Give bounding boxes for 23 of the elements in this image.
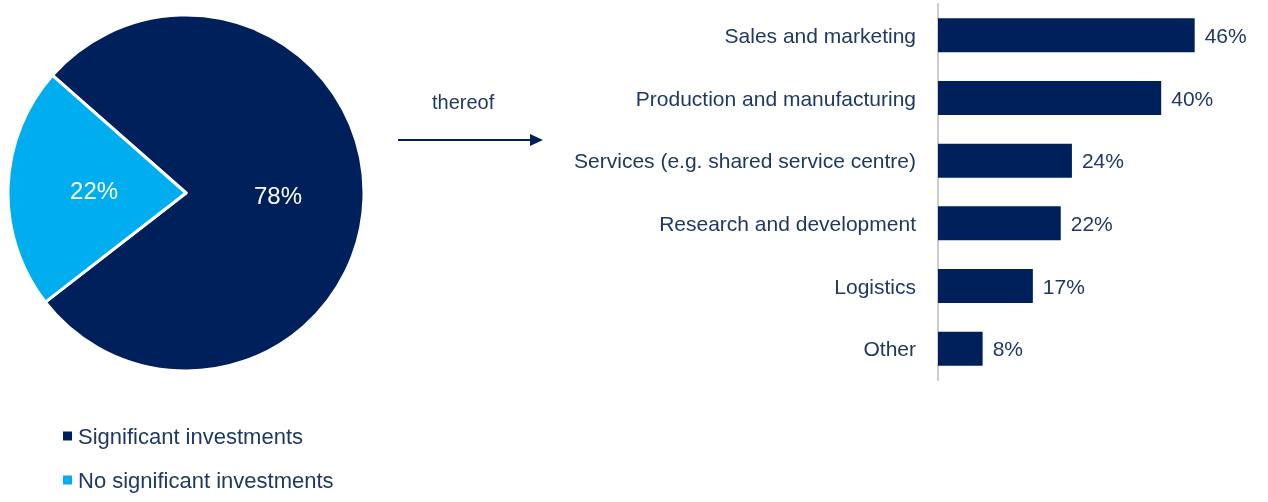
y-tick-label: Services (e.g. shared service centre) <box>574 149 916 173</box>
y-tick-label: Sales and marketing <box>724 23 916 47</box>
data-label: 24% <box>1081 149 1124 173</box>
data-label: 78% <box>253 182 302 210</box>
y-tick-label: Other <box>863 337 916 361</box>
y-tick-label: Logistics <box>834 274 916 298</box>
bar <box>938 269 1033 303</box>
data-label: 8% <box>992 337 1023 361</box>
bar <box>938 331 983 366</box>
data-label: 17% <box>1042 274 1085 298</box>
bar <box>938 18 1195 53</box>
y-tick-label: Production and manufacturing <box>635 86 916 110</box>
text: thereof <box>432 91 495 113</box>
bar <box>938 143 1072 178</box>
legend-label: No significant investments <box>78 467 334 493</box>
y-tick-label: Research and development <box>659 211 917 235</box>
bar <box>938 81 1162 115</box>
data-label: 22% <box>1070 211 1113 235</box>
data-label: 22% <box>70 176 119 204</box>
data-label: 46% <box>1204 23 1247 47</box>
data-label: 40% <box>1171 86 1214 110</box>
bar <box>938 206 1061 241</box>
legend-label: Significant investments <box>78 423 303 449</box>
